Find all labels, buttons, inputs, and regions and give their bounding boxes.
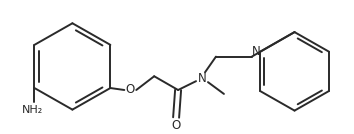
Text: O: O (126, 83, 135, 96)
Text: NH₂: NH₂ (22, 105, 43, 115)
Text: N: N (252, 45, 261, 58)
Text: O: O (171, 119, 181, 132)
Text: N: N (198, 72, 206, 85)
